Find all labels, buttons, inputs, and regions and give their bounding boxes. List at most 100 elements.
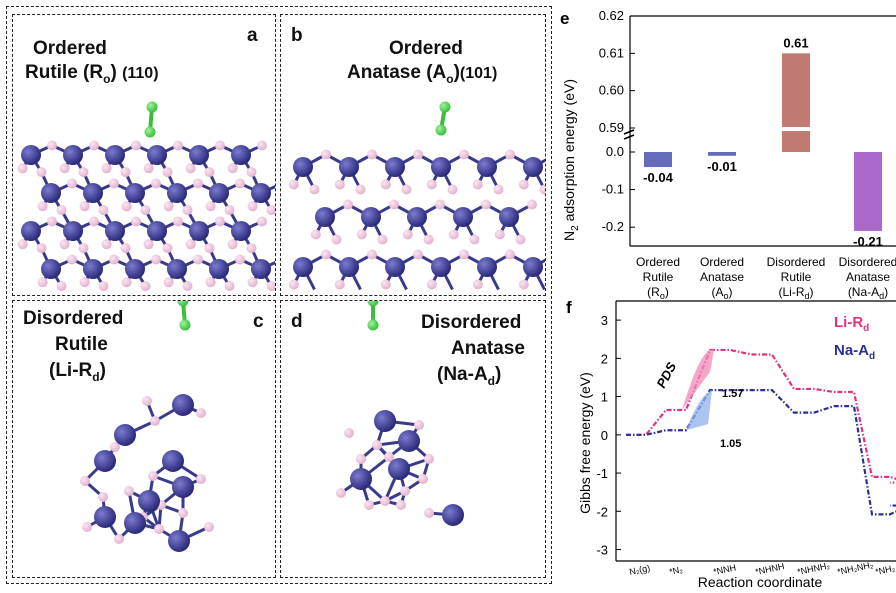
oxygen-atom: [435, 199, 445, 210]
chart-f-ytick-label: 1: [601, 390, 608, 405]
oxygen-atom: [193, 254, 203, 265]
chart-e-ylabel: N2 adsorption energy (eV): [561, 79, 581, 241]
chart-e-xtick-label: Ordered: [636, 255, 680, 269]
oxygen-atom: [380, 279, 391, 290]
oxygen-atom: [185, 163, 196, 174]
nitrogen-atom: [144, 126, 156, 138]
oxygen-atom: [120, 243, 131, 254]
oxygen-atom: [196, 474, 206, 484]
oxygen-atom: [380, 179, 391, 190]
oxygen-atom: [414, 420, 424, 430]
oxygen-atom: [101, 163, 112, 174]
chart-f-series-line: [626, 348, 896, 484]
nitrogen-atom: [177, 301, 189, 307]
oxygen-atom: [481, 199, 491, 210]
titanium-atom: [94, 506, 116, 528]
oxygen-atom: [334, 179, 345, 190]
chart-e-ytick-label: 0.60: [599, 83, 624, 98]
oxygen-atom: [344, 428, 354, 438]
titanium-atom: [453, 207, 473, 227]
oxygen-atom: [334, 279, 345, 290]
nitrogen-atom: [179, 319, 191, 331]
oxygen-atom: [246, 243, 257, 254]
titanium-atom: [172, 476, 194, 498]
titanium-atom: [431, 157, 451, 177]
titanium-atom: [189, 145, 209, 165]
titanium-atom: [63, 221, 83, 241]
panel-c: Disordered Rutile (Li-Rd) c: [12, 300, 276, 578]
chart-f-xlabel: Reaction coordinate: [698, 574, 823, 590]
oxygen-atom: [79, 277, 90, 288]
oxygen-atom: [400, 486, 410, 496]
titanium-atom: [477, 257, 497, 277]
chart-e-value-label: -0.01: [707, 159, 737, 174]
titanium-atom: [442, 504, 464, 526]
chart-e-bar: [782, 53, 810, 153]
oxygen-atom: [17, 239, 28, 250]
oxygen-atom: [215, 140, 225, 151]
chart-e-ytick-label: 0.61: [599, 45, 624, 60]
titanium-atom: [374, 410, 396, 432]
rutile-disordered-structure: [80, 301, 214, 552]
oxygen-atom: [142, 396, 152, 406]
titanium-atom: [125, 183, 145, 203]
titanium-atom: [477, 157, 497, 177]
oxygen-atom: [469, 234, 480, 245]
panel-a-letter: a: [247, 25, 258, 46]
titanium-atom: [147, 145, 167, 165]
titanium-atom: [21, 145, 41, 165]
chart-e: e N2 adsorption energy (eV) 0.59 0.60 0.61…: [560, 8, 896, 301]
oxygen-atom: [247, 277, 258, 288]
chart-e-xtick-label: Rutile: [781, 270, 812, 284]
structures-panel-frame: [6, 6, 552, 584]
oxygen-atom: [173, 216, 183, 227]
titanium-atom: [41, 259, 61, 279]
nitrogen-atom: [367, 301, 379, 307]
oxygen-atom: [79, 201, 90, 212]
chart-f: f Gibbs free energy (eV) Reaction coordi…: [566, 298, 896, 590]
oxygen-atom: [98, 281, 109, 292]
oxygen-atom: [518, 279, 529, 290]
oxygen-atom: [235, 178, 245, 189]
oxygen-atom: [401, 184, 412, 195]
panel-b-letter: b: [291, 25, 303, 46]
panel-b-title-line2: Anatase (Ao)(101): [347, 62, 498, 86]
oxygen-atom: [426, 279, 437, 290]
chart-e-xtick-label: Ordered: [700, 255, 744, 269]
chart-f-pds-highlight: [686, 390, 712, 431]
oxygen-atom: [205, 277, 216, 288]
oxygen-atom: [110, 442, 120, 452]
chart-f-legend-entry: Na-Ad: [834, 342, 875, 362]
oxygen-atom: [36, 243, 47, 254]
oxygen-atom: [109, 254, 119, 265]
titanium-atom: [162, 450, 184, 472]
chart-e-ytick-label: 0.59: [599, 120, 624, 135]
oxygen-atom: [80, 476, 90, 486]
oxygen-atom: [459, 249, 469, 260]
titanium-atom: [168, 530, 190, 552]
titanium-atom: [21, 221, 41, 241]
oxygen-atom: [162, 243, 173, 254]
titanium-atom: [251, 183, 271, 203]
oxygen-atom: [418, 474, 428, 484]
titanium-atom: [523, 157, 543, 177]
oxygen-atom: [505, 249, 515, 260]
oxygen-atom: [193, 178, 203, 189]
oxygen-atom: [424, 508, 434, 518]
oxygen-atom: [78, 167, 89, 178]
oxygen-atom: [494, 229, 505, 240]
oxygen-atom: [424, 454, 434, 464]
oxygen-atom: [518, 179, 529, 190]
titanium-atom: [209, 259, 229, 279]
panel-c-title-line2: Rutile: [55, 334, 108, 355]
oxygen-atom: [266, 205, 275, 216]
titanium-atom: [293, 257, 313, 277]
oxygen-atom: [151, 254, 161, 265]
nitrogen-atom: [367, 319, 379, 331]
oxygen-atom: [89, 216, 99, 227]
chart-f-xtick-label: N₂(g): [628, 563, 651, 577]
oxygen-atom: [402, 229, 413, 240]
chart-e-xtick-label: Disordered: [839, 255, 896, 269]
oxygen-atom: [257, 140, 267, 151]
oxygen-atom: [515, 234, 526, 245]
